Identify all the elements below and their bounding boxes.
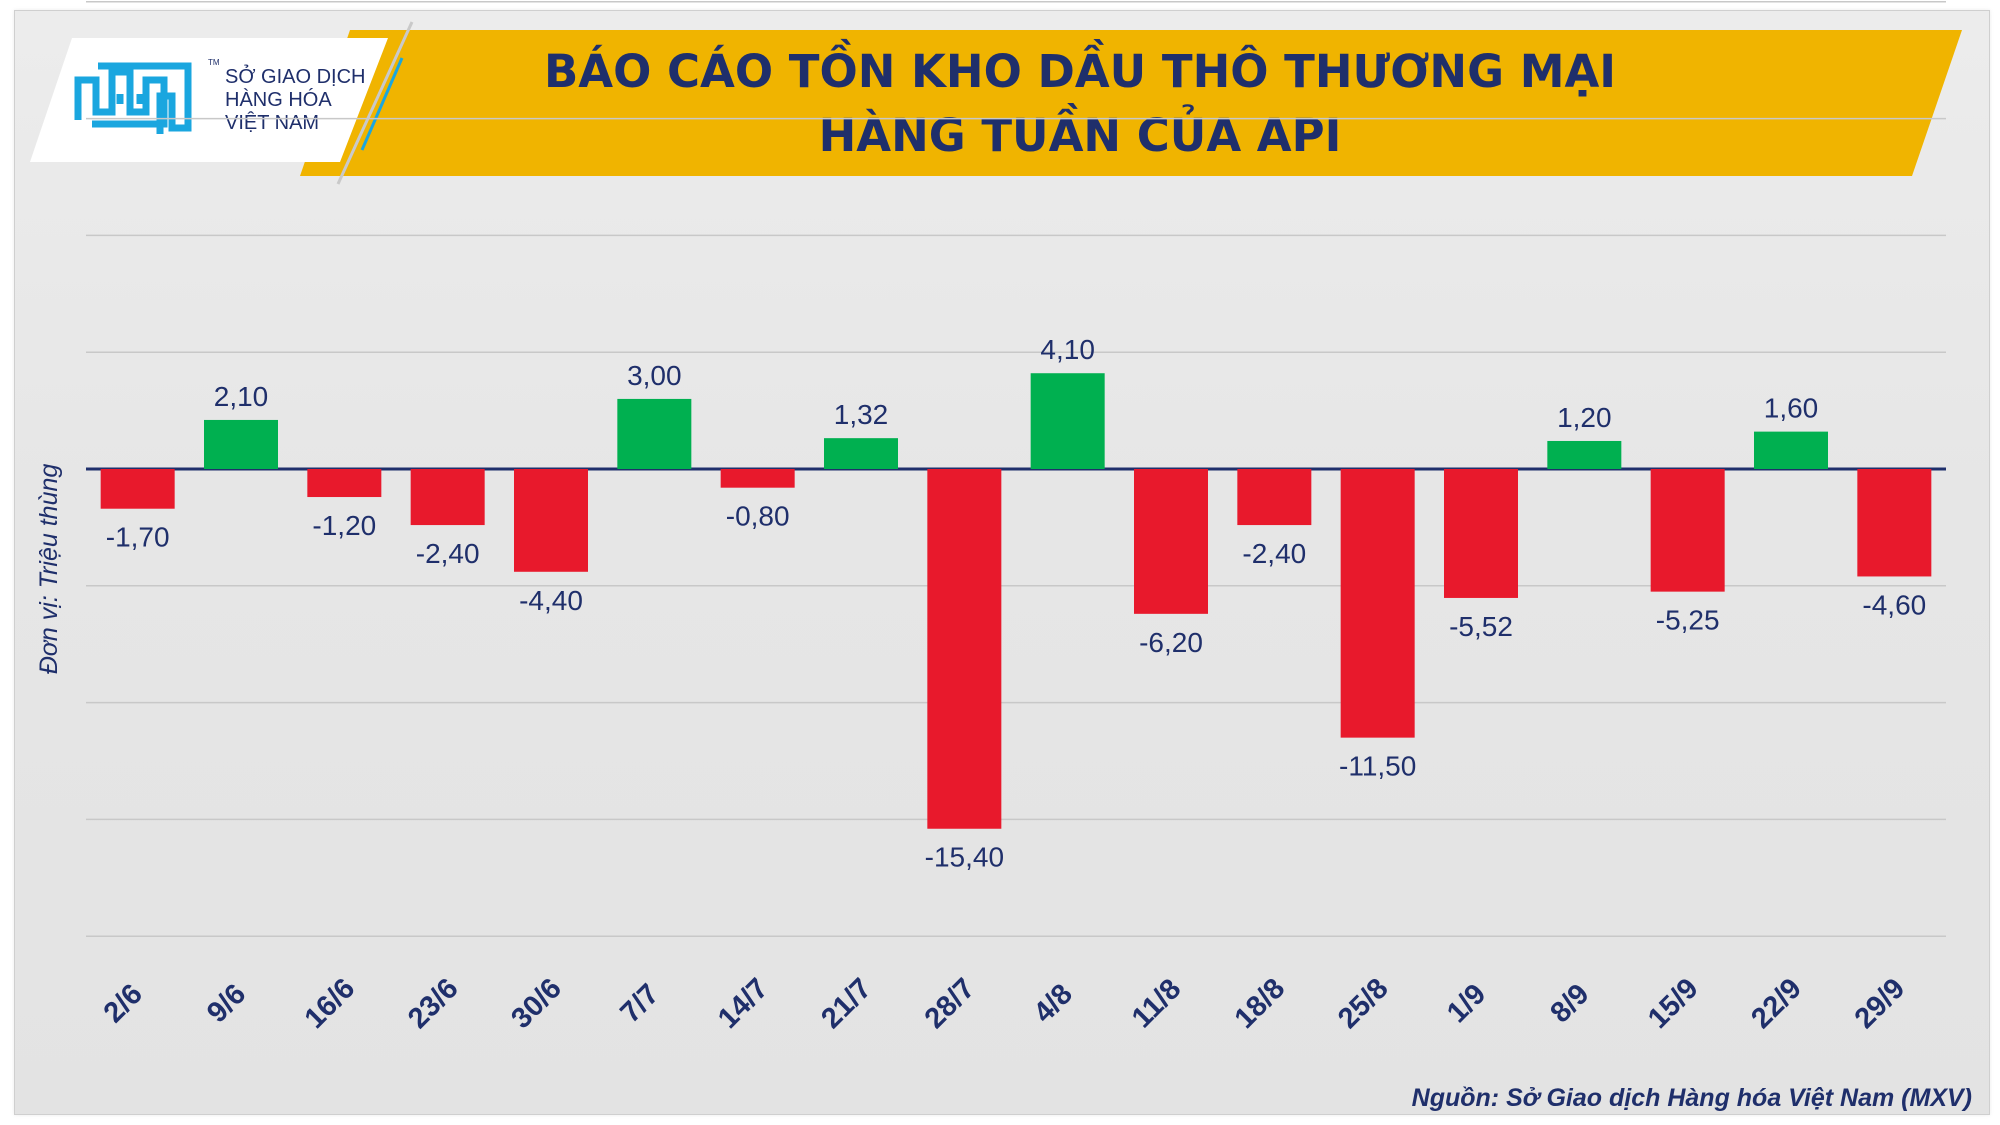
data-label: -4,40: [519, 585, 583, 616]
data-label: -2,40: [1242, 538, 1306, 569]
bar-11-8: [1134, 469, 1208, 614]
banner-yellow-band: [300, 30, 1962, 176]
data-label: 1,60: [1764, 393, 1819, 424]
data-label: 4,10: [1040, 334, 1095, 365]
data-label: 1,32: [834, 399, 889, 430]
bar-16-6: [307, 469, 382, 498]
source-note: Nguồn: Sở Giao dịch Hàng hóa Việt Nam (M…: [1411, 1084, 1972, 1112]
x-tick-label: 23/6: [402, 972, 465, 1035]
x-tick-label: 7/7: [614, 978, 665, 1029]
data-labels: -1,70 2,10 -1,20 -2,40 -4,40 3,00 -0,80 1,32 -15…: [106, 334, 1926, 873]
data-label: -6,20: [1139, 627, 1203, 658]
data-label: 2,10: [214, 381, 269, 412]
x-tick-label: 30/6: [505, 972, 568, 1035]
x-tick-label: 2/6: [98, 978, 149, 1029]
data-label: -0,80: [726, 501, 790, 532]
x-tick-label: 21/7: [815, 972, 878, 1035]
data-label: 3,00: [627, 360, 682, 391]
x-tick-label: 1/9: [1441, 978, 1492, 1029]
x-tick-label: 28/7: [919, 972, 982, 1035]
title-banner: [30, 21, 1962, 185]
logo-wordmark: SỞ GIAO DỊCH HÀNG HÓA VIỆT NAM: [225, 66, 366, 135]
bar-15-9: [1650, 469, 1725, 592]
x-tick-label: 11/8: [1126, 973, 1187, 1034]
bar-28-7: [927, 469, 1002, 829]
x-tick-label: 14/7: [712, 972, 775, 1035]
y-axis-label: Đơn vị: Triệu thùng: [35, 464, 63, 675]
x-tick-label: 18/8: [1229, 972, 1292, 1035]
logo-trademark: TM: [208, 58, 220, 67]
data-label: -1,70: [106, 522, 170, 553]
bar-30-6: [514, 469, 588, 572]
x-tick-label: 8/9: [1544, 978, 1595, 1029]
bar-7-7: [617, 398, 692, 469]
x-tick-label: 15/9: [1642, 972, 1705, 1035]
data-label: 1,20: [1557, 402, 1612, 433]
logo-line-1: SỞ GIAO DỊCH: [225, 66, 366, 88]
bar-23-6: [410, 469, 485, 526]
banner-accent-line: [336, 21, 414, 185]
bar-18-8: [1237, 469, 1312, 526]
x-tick-label: 16/6: [299, 972, 362, 1035]
data-label: -15,40: [925, 842, 1004, 873]
data-label: -11,50: [1339, 751, 1416, 782]
banner-accent-line-blue: [360, 57, 404, 151]
data-label: -5,52: [1449, 611, 1513, 642]
bar-22-9: [1754, 431, 1828, 469]
bar-9-6: [204, 419, 278, 469]
title-line-2: HÀNG TUẦN CỦA API: [818, 109, 1342, 162]
mxv-logo-icon: [74, 62, 192, 134]
bar-21-7: [824, 438, 898, 469]
bar-14-7: [720, 469, 795, 488]
x-tick-label: 22/9: [1745, 972, 1808, 1035]
data-label: -2,40: [416, 538, 480, 569]
bars: [100, 373, 1932, 829]
x-tick-label: 29/9: [1849, 972, 1912, 1035]
bar-8-9: [1547, 440, 1622, 469]
title-line-1: BÁO CÁO TỒN KHO DẦU THÔ THƯƠNG MẠI: [543, 45, 1617, 98]
data-label: -1,20: [312, 510, 376, 541]
logo-line-2: HÀNG HÓA: [225, 89, 332, 111]
x-tick-label: 25/8: [1332, 972, 1395, 1035]
logo-line-3: VIỆT NAM: [225, 112, 320, 134]
x-tick-label: 4/8: [1028, 978, 1079, 1029]
bar-4-8: [1030, 373, 1105, 469]
bar-25-8: [1340, 469, 1415, 738]
x-tick-label: 9/6: [201, 978, 252, 1029]
bar-29-9: [1857, 469, 1932, 577]
data-label: -5,25: [1656, 605, 1720, 636]
bar-1-9: [1444, 469, 1518, 598]
page-title: BÁO CÁO TỒN KHO DẦU THÔ THƯƠNG MẠI HÀNG …: [430, 40, 1730, 168]
data-label: -4,60: [1862, 589, 1926, 620]
gridlines: [86, 1, 1946, 937]
bar-2-6: [100, 469, 175, 509]
x-tick-labels: 2/6 9/6 16/6 23/6 30/6 7/7 14/7 21/7 28/7 4/8 11/8…: [98, 972, 1912, 1035]
